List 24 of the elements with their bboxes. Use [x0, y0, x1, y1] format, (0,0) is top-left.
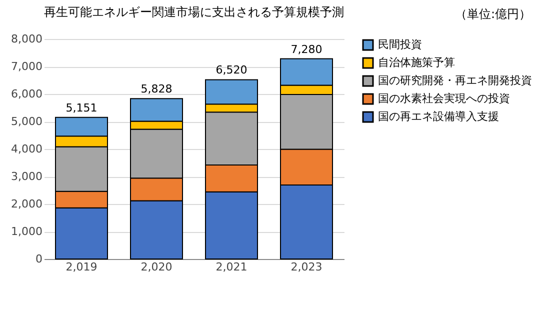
x-tick-label: 2,023 — [290, 260, 322, 274]
x-tick-label: 2,020 — [140, 260, 172, 274]
chart-title: 再生可能エネルギー関連市場に支出される予算規模予測 — [44, 5, 344, 19]
y-tick-label: 6,000 — [11, 88, 42, 100]
total-label: 7,280 — [290, 42, 322, 56]
y-tick-label: 3,000 — [11, 170, 42, 183]
y-tick-label: 5,000 — [11, 115, 42, 128]
legend-label: 自治体施策予算 — [378, 56, 455, 69]
total-label: 5,828 — [140, 82, 172, 96]
y-tick-label: 4,000 — [11, 142, 42, 156]
y-tick-label: 0 — [36, 252, 42, 266]
legend-label: 国の再エネ設備導入支援 — [378, 110, 499, 123]
total-label: 6,520 — [216, 64, 248, 77]
y-tick-label: 1,000 — [11, 225, 42, 238]
total-label: 5,151 — [66, 101, 98, 114]
y-tick-label: 2,000 — [11, 198, 42, 210]
x-tick-label: 2,019 — [66, 260, 98, 274]
x-tick-label: 2,021 — [216, 260, 248, 274]
y-tick-label: 8,000 — [11, 32, 42, 46]
legend-label: 民間投資 — [378, 38, 422, 51]
legend-label: 国の研究開発・再エネ開発投資 — [378, 74, 532, 87]
y-tick-label: 7,000 — [11, 60, 42, 73]
text: （単位:億円） — [454, 6, 531, 23]
legend-label: 国の水素社会実現への投資 — [378, 92, 510, 105]
